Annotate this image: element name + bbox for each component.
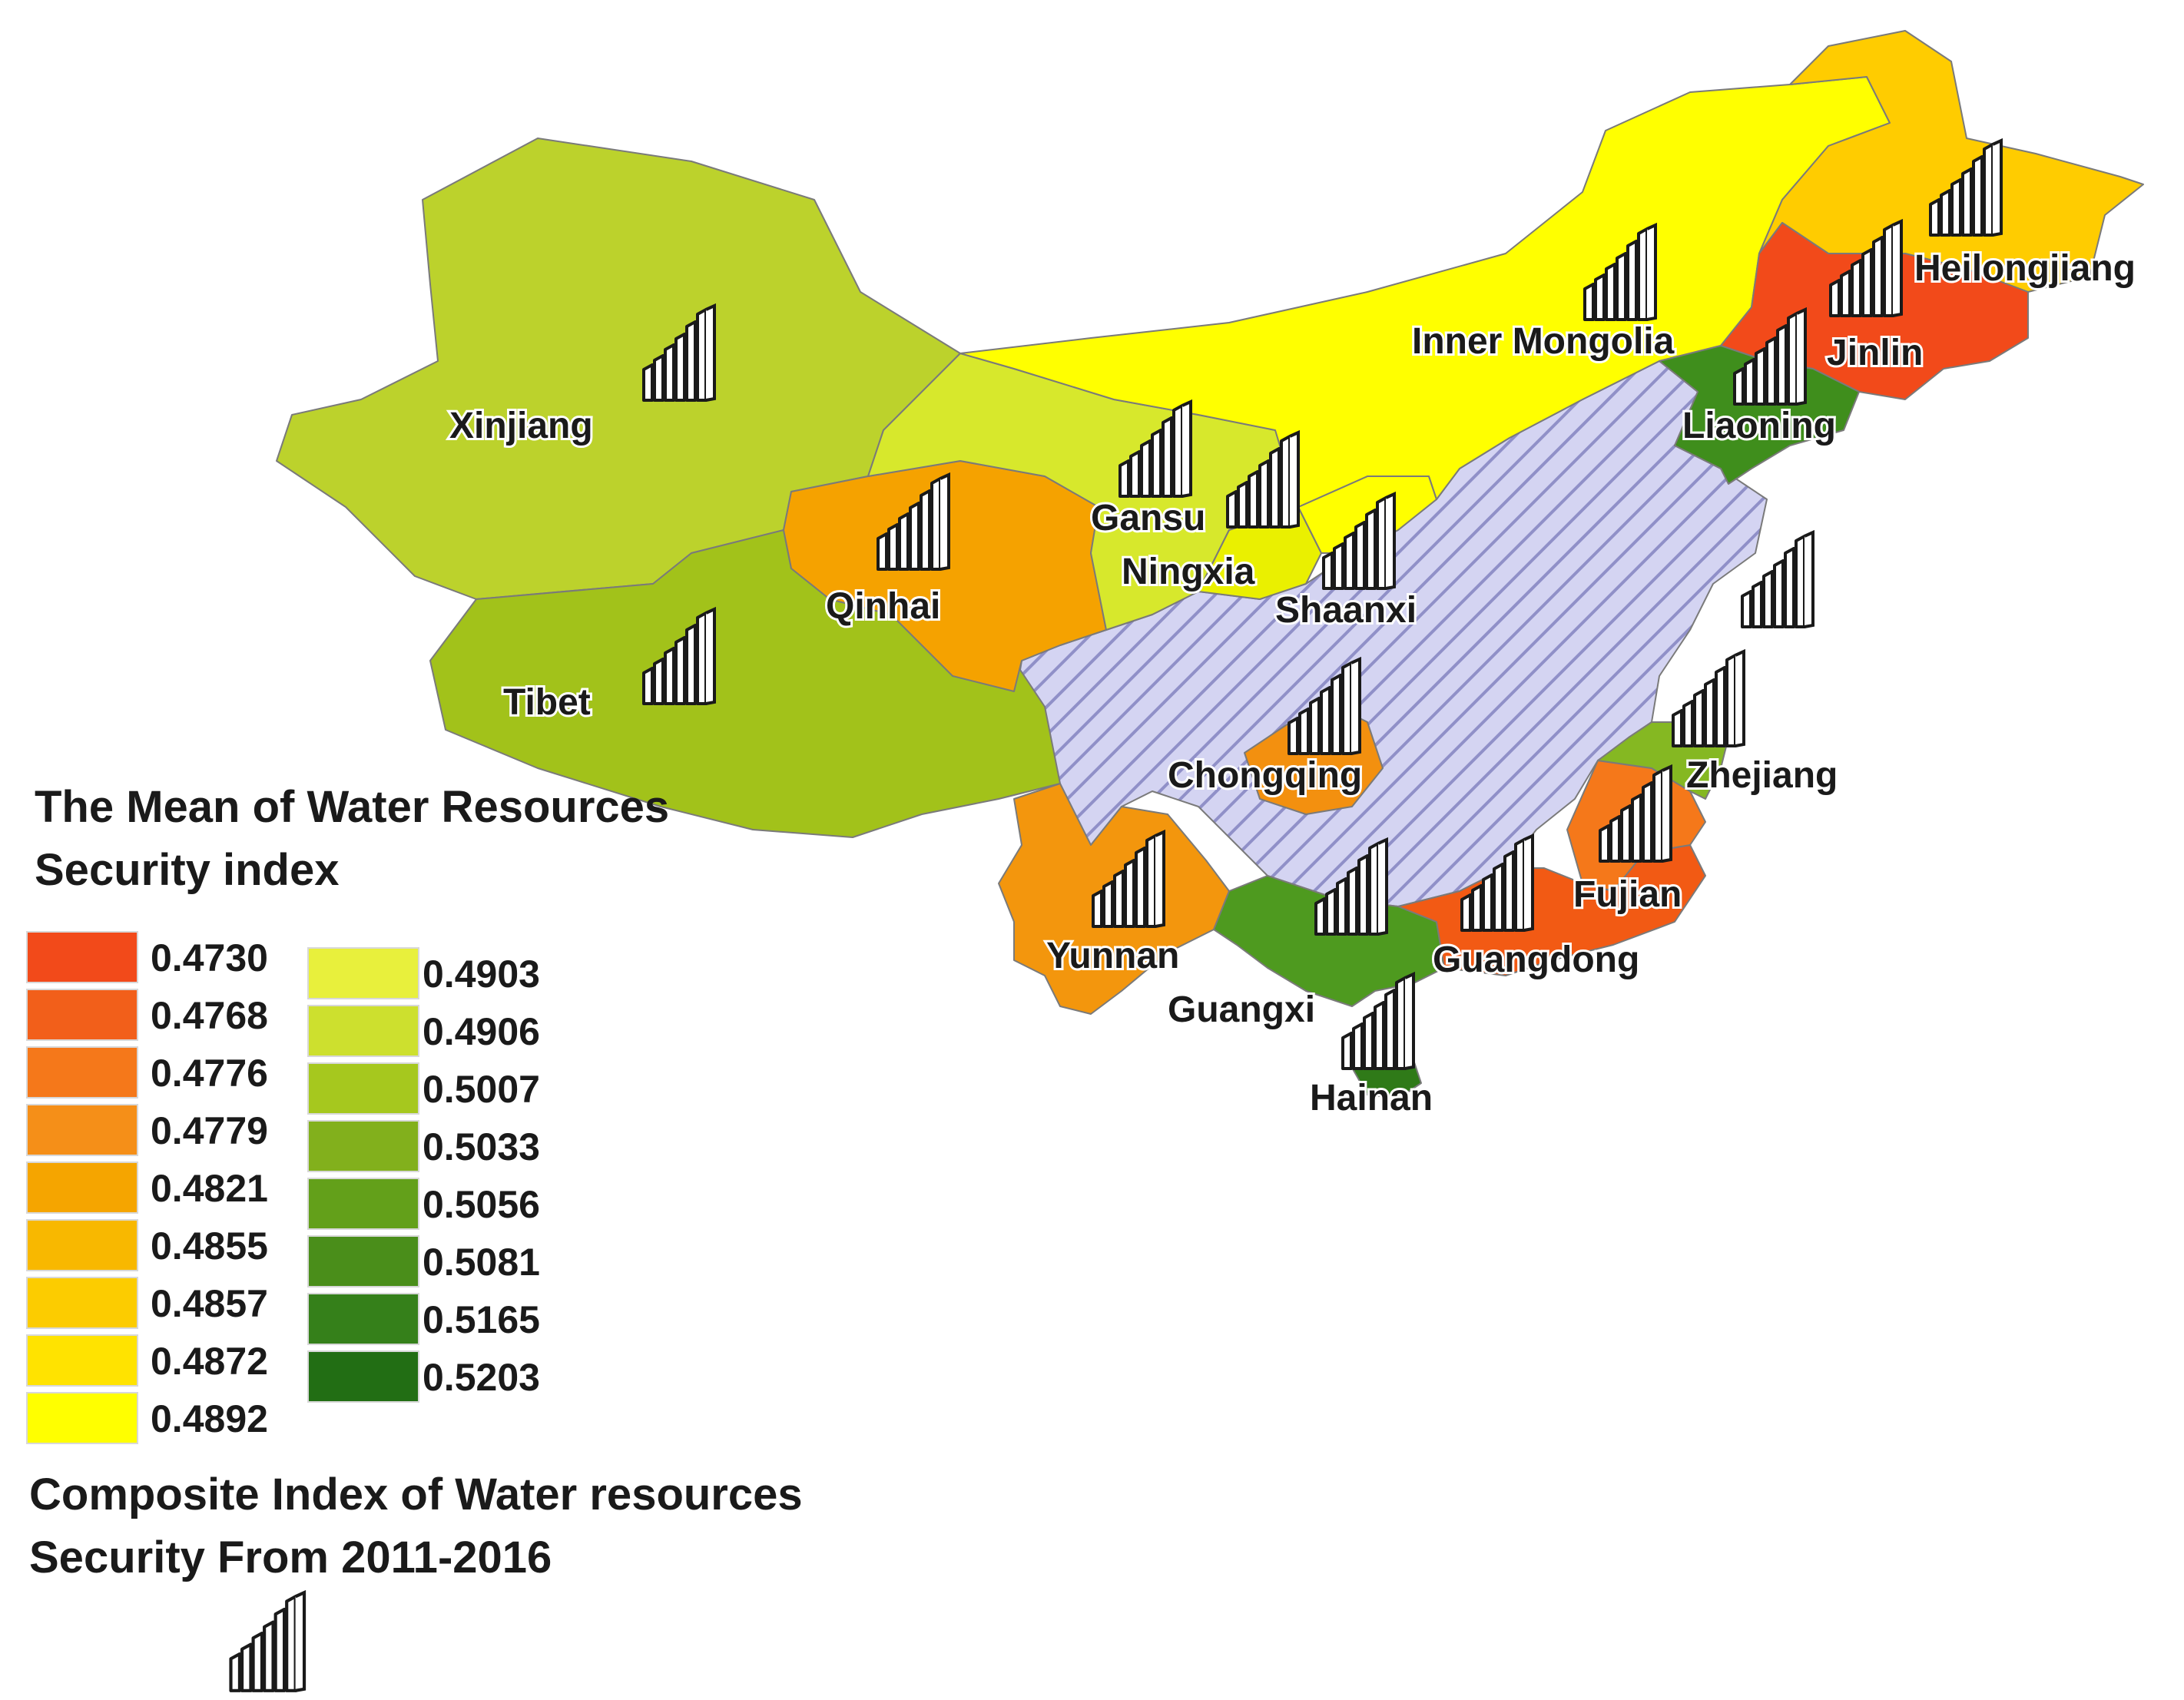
legend-left-value: 0.4730 xyxy=(151,936,268,979)
legend-right-value: 0.5007 xyxy=(423,1068,540,1111)
legend-left-swatch xyxy=(26,1334,138,1387)
legend-right-value: 0.5203 xyxy=(423,1356,540,1399)
label-gansu: Gansu xyxy=(1091,498,1205,538)
label-ningxia: Ningxia xyxy=(1122,552,1255,592)
label-chongqing: Chongqing xyxy=(1168,755,1362,796)
legend-left-swatch xyxy=(26,1219,138,1271)
legend-left-value: 0.4857 xyxy=(151,1282,268,1325)
legend-left-value: 0.4768 xyxy=(151,994,268,1037)
legend-right-value: 0.5081 xyxy=(423,1241,540,1284)
label-shaanxi: Shaanxi xyxy=(1275,590,1417,631)
legend-right-swatch xyxy=(307,1293,419,1345)
legend-right-value: 0.5056 xyxy=(423,1183,540,1226)
label-fujian: Fujian xyxy=(1573,874,1682,915)
label-yunnan: Yunnan xyxy=(1046,936,1179,976)
composite-legend-title: Composite Index of Water resources Secur… xyxy=(29,1470,803,1582)
label-heilongjiang: Heilongjiang xyxy=(1914,248,2136,289)
label-inner-mongolia: Inner Mongolia xyxy=(1412,321,1675,362)
legend-right-value: 0.5033 xyxy=(423,1125,540,1168)
label-tibet: Tibet xyxy=(503,682,591,723)
label-guangxi: Guangxi xyxy=(1168,989,1315,1030)
zhejiang-bar-chart-icon xyxy=(1672,650,1745,747)
legend-right-value: 0.4903 xyxy=(423,953,540,996)
legend-right-swatch xyxy=(307,1350,419,1403)
legend-left-swatch xyxy=(26,989,138,1041)
legend-title: The Mean of Water Resources Security ind… xyxy=(35,782,670,895)
legend-left-value: 0.4872 xyxy=(151,1340,268,1383)
legend-right-swatch xyxy=(307,1062,419,1115)
legend-left-value: 0.4779 xyxy=(151,1109,268,1152)
label-hainan: Hainan xyxy=(1310,1078,1433,1118)
label-liaoning: Liaoning xyxy=(1682,406,1836,446)
legend-left-swatch xyxy=(26,1104,138,1156)
legend-left-value: 0.4855 xyxy=(151,1224,268,1268)
legend-left-swatch xyxy=(26,1046,138,1099)
legend-left-swatch xyxy=(26,1277,138,1329)
label-qinhai: Qinhai xyxy=(826,586,940,627)
label-jinlin: Jinlin xyxy=(1827,333,1923,373)
legend-left-swatch xyxy=(26,1392,138,1444)
legend-right-swatch xyxy=(307,1005,419,1057)
legend-right-swatch xyxy=(307,1178,419,1230)
label-xinjiang: Xinjiang xyxy=(449,406,593,446)
legend-right-swatch xyxy=(307,947,419,999)
legend-left-swatch xyxy=(26,1162,138,1214)
legend-right-value: 0.4906 xyxy=(423,1010,540,1053)
legend-right-value: 0.5165 xyxy=(423,1298,540,1341)
legend-left-swatch xyxy=(26,931,138,983)
legend-right-swatch xyxy=(307,1235,419,1287)
legend-left-value: 0.4892 xyxy=(151,1397,268,1440)
label-guangdong: Guangdong xyxy=(1433,939,1639,980)
legend-right-swatch xyxy=(307,1120,419,1172)
label-zhejiang: Zhejiang xyxy=(1686,755,1838,796)
legend-left-value: 0.4776 xyxy=(151,1052,268,1095)
legend-left-value: 0.4821 xyxy=(151,1167,268,1210)
composite-legend-bar-chart-icon xyxy=(231,1592,305,1691)
